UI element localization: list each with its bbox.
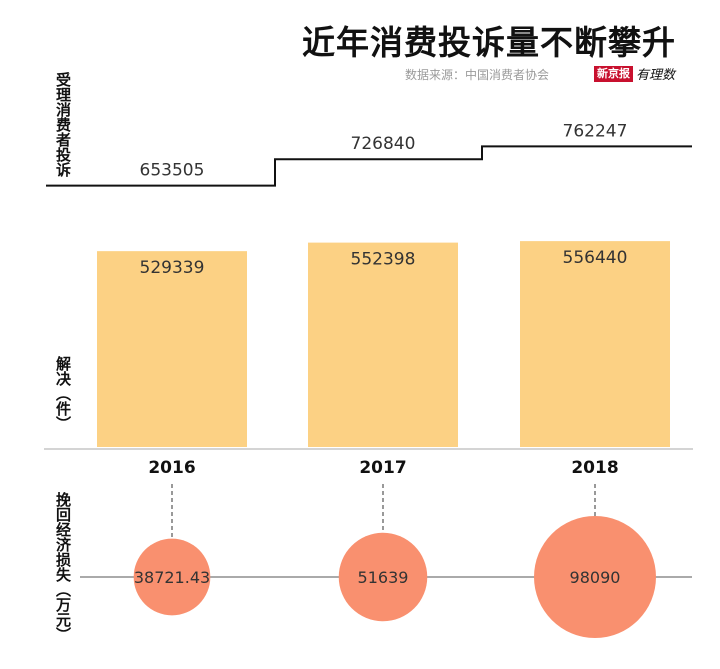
data-source: 数据来源：中国消费者协会 — [405, 68, 550, 82]
logo-script: 有理数 — [636, 68, 676, 83]
recovered-value-label: 51639 — [358, 568, 409, 587]
resolved-value-label: 552398 — [351, 250, 416, 270]
resolved-value-label: 556440 — [563, 248, 628, 268]
resolved-bar — [97, 251, 247, 447]
recovered-value-label: 38721.43 — [134, 568, 210, 587]
received-value-label: 726840 — [351, 134, 416, 154]
received-value-label: 653505 — [140, 161, 205, 181]
resolved-bar — [308, 242, 458, 447]
x-tick-label: 2016 — [148, 458, 195, 478]
logo-mark: 新京报 — [594, 65, 633, 82]
recovered-label: 挽回经济损失（万元） — [54, 492, 72, 642]
recovered-value-label: 98090 — [570, 568, 621, 587]
publisher-logo: 新京报 有理数 — [594, 65, 676, 83]
resolved-value-label: 529339 — [140, 258, 205, 278]
x-tick-label: 2018 — [571, 458, 618, 478]
received-value-label: 762247 — [563, 121, 628, 141]
received-step-line — [46, 145, 692, 187]
x-tick-label: 2017 — [359, 458, 406, 478]
recovered-bubble — [534, 516, 656, 638]
chart-title: 近年消费投诉量不断攀升 — [302, 23, 676, 62]
recovered-bubble — [338, 532, 428, 622]
resolved-label: 解决（件） — [54, 356, 72, 431]
resolved-bar — [520, 241, 670, 447]
received-label: 受理消费者投诉 — [54, 72, 72, 177]
recovered-bubble — [133, 538, 211, 616]
